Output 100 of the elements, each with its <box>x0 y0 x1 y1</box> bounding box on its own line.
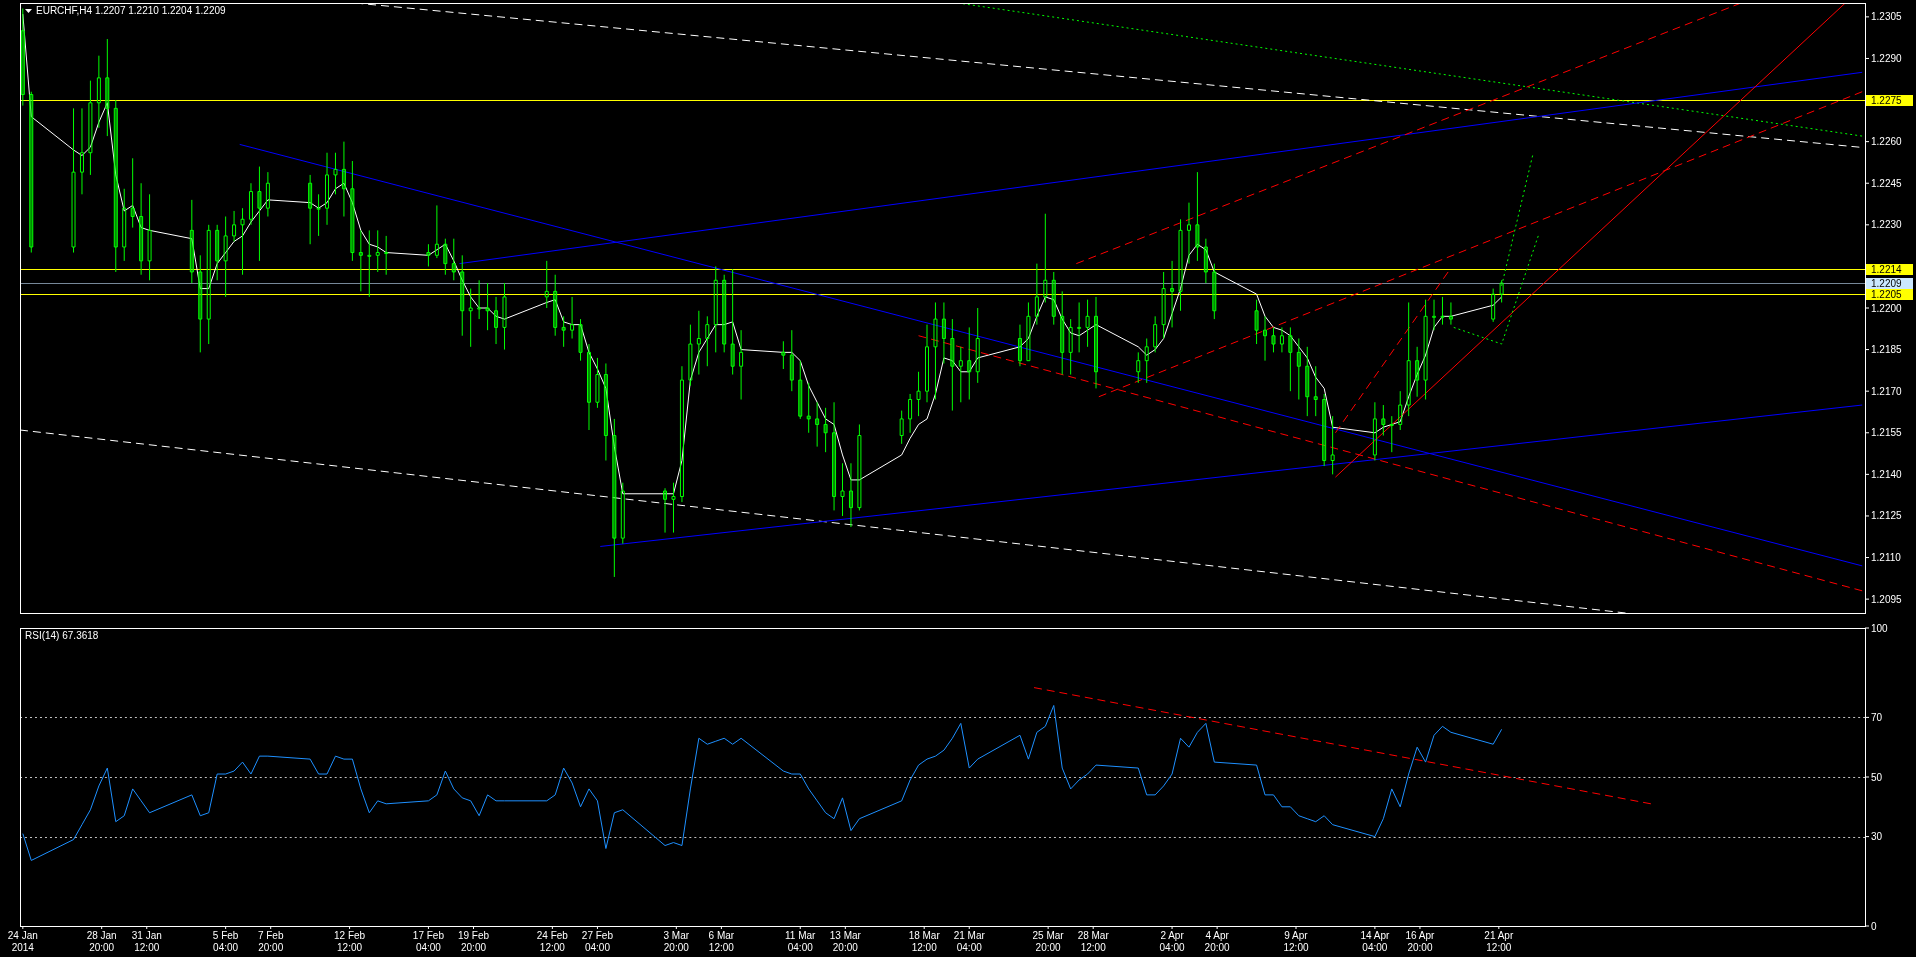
y-tick-label: 70 <box>1871 711 1883 723</box>
y-tick-label: 1.2245 <box>1871 177 1903 189</box>
candlestick <box>1372 401 1377 461</box>
y-tick-label: 1.2185 <box>1871 344 1903 356</box>
candlestick <box>730 268 735 376</box>
y-tick-label: 0 <box>1871 920 1877 932</box>
candlestick <box>308 174 313 245</box>
candlestick <box>1068 318 1073 376</box>
candlestick <box>88 80 93 176</box>
candlestick <box>1060 290 1065 376</box>
candlestick <box>823 407 828 453</box>
candlestick <box>96 55 101 129</box>
candlestick <box>570 296 575 339</box>
candlestick <box>806 382 811 434</box>
y-tick-label: 1.2260 <box>1871 136 1903 148</box>
candlestick <box>705 315 710 367</box>
candlestick <box>840 462 845 517</box>
candlestick <box>198 254 203 353</box>
x-tick-label: 27 Feb 04:00 <box>581 930 614 953</box>
candlestick <box>612 418 617 578</box>
x-tick-label: 2 Apr 04:00 <box>1159 930 1186 953</box>
candlestick <box>215 224 220 281</box>
candlestick <box>105 38 110 137</box>
ref-line-label: 1.2209 <box>1871 278 1903 289</box>
candlestick <box>434 204 439 259</box>
candlestick <box>426 243 431 267</box>
x-tick-label: 21 Mar 04:00 <box>953 930 986 953</box>
candlestick <box>358 229 363 292</box>
candlestick <box>341 141 346 217</box>
candlestick <box>586 343 591 431</box>
y-tick-label: 1.2290 <box>1871 52 1903 64</box>
x-tick-label: 24 Feb 12:00 <box>536 930 569 953</box>
candlestick <box>544 260 549 309</box>
x-tick-label: 4 Apr 20:00 <box>1204 930 1231 953</box>
candlestick <box>1094 296 1099 389</box>
candlestick <box>781 340 786 370</box>
candlestick <box>958 346 963 403</box>
candlestick <box>485 282 490 331</box>
x-tick-label: 21 Apr 12:00 <box>1484 930 1514 953</box>
chart-title: RSI(14) 67.3618 <box>25 630 99 641</box>
x-tick-label: 7 Feb 20:00 <box>257 930 284 953</box>
candlestick <box>1034 263 1039 326</box>
line-series <box>22 704 1503 861</box>
x-tick-label: 3 Mar 20:00 <box>663 930 690 953</box>
candlestick <box>578 318 583 362</box>
candlestick <box>1254 299 1259 345</box>
candlestick <box>477 279 482 320</box>
candlestick <box>671 482 676 534</box>
candlestick <box>20 8 25 107</box>
candlestick <box>1313 365 1318 417</box>
x-tick-label: 24 Jan 2014 <box>7 930 38 953</box>
x-tick-label: 12 Feb 12:00 <box>333 930 366 953</box>
candlestick <box>1448 301 1453 326</box>
candlestick <box>1136 351 1141 384</box>
x-tick-label: 18 Mar 12:00 <box>908 930 941 953</box>
candlestick <box>1423 299 1428 400</box>
ref-line-label: 1.2205 <box>1871 289 1903 300</box>
candlestick <box>375 229 380 273</box>
chart-title: EURCHF,H4 1.2207 1.2210 1.2204 1.2209 <box>36 5 227 16</box>
y-tick-label: 100 <box>1871 622 1889 634</box>
x-tick-label: 28 Mar 12:00 <box>1077 930 1110 953</box>
x-tick-label: 13 Mar 20:00 <box>829 930 862 953</box>
candlestick <box>1330 415 1335 475</box>
candlestick <box>494 296 499 345</box>
candlestick <box>1212 263 1217 320</box>
y-tick-label: 1.2125 <box>1871 510 1903 522</box>
candlestick <box>1288 326 1293 392</box>
candlestick <box>789 329 794 392</box>
candlestick <box>1398 390 1403 431</box>
candlestick <box>1051 271 1056 326</box>
y-tick-label: 1.2155 <box>1871 427 1903 439</box>
candlestick <box>451 238 456 281</box>
x-tick-label: 6 Mar 12:00 <box>708 930 735 953</box>
candlestick <box>739 329 744 400</box>
candlestick <box>832 401 837 511</box>
y-tick-label: 1.2230 <box>1871 219 1903 231</box>
candlestick <box>1279 326 1284 353</box>
candlestick <box>384 235 389 276</box>
candlestick <box>189 199 194 284</box>
candlestick <box>223 216 228 298</box>
y-tick-label: 1.2170 <box>1871 385 1903 397</box>
candlestick <box>468 288 473 348</box>
x-tick-label: 11 Mar 04:00 <box>785 930 817 953</box>
y-tick-label: 1.2095 <box>1871 593 1903 605</box>
candlestick <box>1170 260 1175 328</box>
x-tick-label: 31 Jan 12:00 <box>131 930 162 953</box>
candlestick <box>967 326 972 400</box>
candlestick <box>941 301 946 364</box>
ref-line-label: 1.2275 <box>1871 95 1903 106</box>
candlestick <box>1263 315 1268 362</box>
candlestick <box>696 310 701 376</box>
candlestick <box>713 265 718 353</box>
x-tick-label: 17 Feb 04:00 <box>412 930 445 953</box>
candlestick <box>316 193 321 237</box>
candlestick <box>1389 415 1394 453</box>
candlestick <box>815 401 820 448</box>
candlestick <box>1085 299 1090 348</box>
candlestick <box>848 462 853 528</box>
candlestick <box>1077 301 1082 353</box>
candlestick <box>257 166 262 262</box>
